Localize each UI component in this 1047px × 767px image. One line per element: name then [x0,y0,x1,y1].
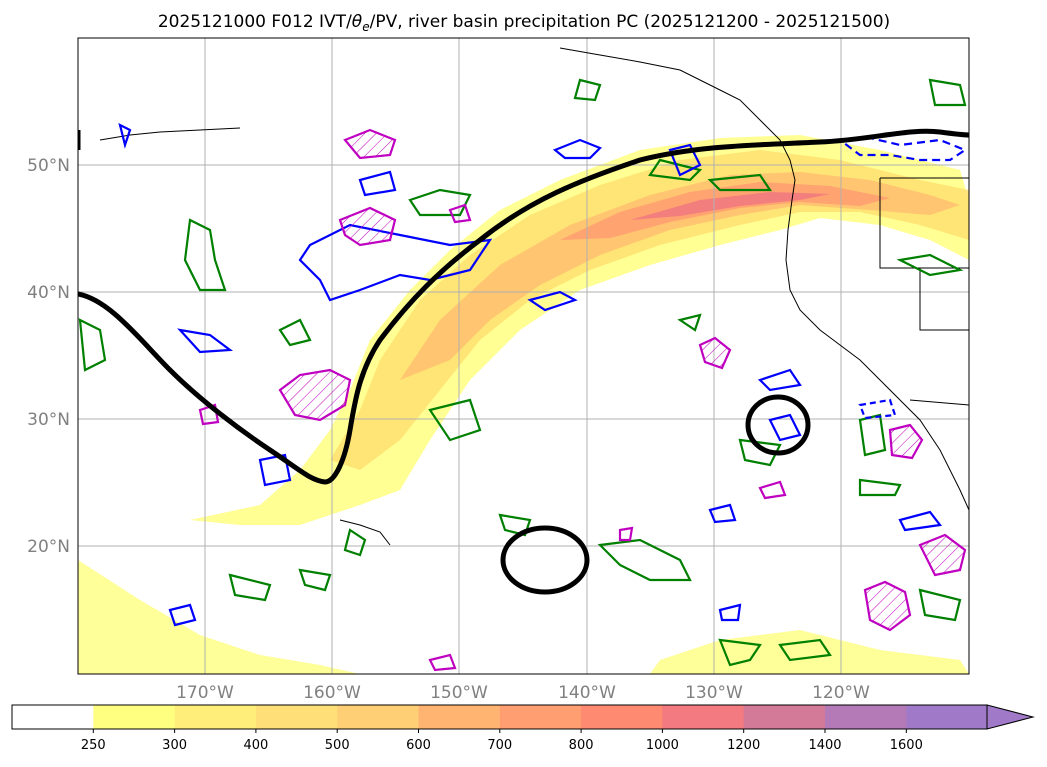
colorbar-tick-label: 1600 [890,738,923,753]
colorbar-tick-label: 700 [487,738,512,753]
colorbar-tick-label: 800 [569,738,594,753]
colorbar-segment [418,705,501,729]
lon-label-170w: 170°W [176,683,234,703]
colorbar-segment [174,705,257,729]
colorbar-extend-arrow [986,704,1035,730]
ivt-closed-contour-1 [500,525,590,595]
lat-label-20: 20°N [27,537,70,557]
colorbar-segments [12,705,989,729]
lat-label-50: 50°N [27,156,70,176]
colorbar-tick-label: 500 [325,738,350,753]
colorbar-segment [93,705,176,729]
ivt-closed-contour-2 [745,394,811,456]
latitude-labels: 20°N 30°N 40°N 50°N [27,156,70,557]
lon-label-150w: 150°W [430,683,488,703]
colorbar-tick-label: 1400 [808,738,841,753]
colorbar-segment [337,705,419,729]
colorbar-tick-label: 600 [406,738,431,753]
lon-label-120w: 120°W [812,683,870,703]
colorbar-segment [255,705,338,729]
map-frame [78,38,969,674]
ivt-main-contour [78,128,969,485]
lat-label-40: 40°N [27,283,70,303]
pv-hatched-regions [198,128,967,672]
colorbar-segment [662,705,745,729]
colorbar-segment [499,705,582,729]
theta-e-contours [78,78,967,667]
colorbar-tick-label: 300 [162,738,187,753]
lat-label-30: 30°N [27,410,70,430]
lon-label-130w: 130°W [685,683,743,703]
lon-label-140w: 140°W [558,683,616,703]
colorbar-segment [743,705,826,729]
coastline [99,47,969,546]
colorbar-segment [906,705,989,729]
colorbar-segment [825,705,907,729]
ivt-south-band [78,560,360,674]
chart-title: 2025121000 F012 IVT/θe/PV, river basin p… [158,12,890,34]
lon-label-160w: 160°W [303,683,361,703]
ivt-contours [78,128,969,595]
map-border [77,37,970,675]
colorbar: 250 300 400 500 600 700 800 1000 1200 1400 1600 [11,704,1035,753]
colorbar-segment [581,705,663,729]
colorbar-tick-label: 400 [243,738,268,753]
longitude-labels: 170°W 160°W 150°W 140°W 130°W 120°W [176,683,870,703]
ivt-1000-core [630,192,830,220]
colorbar-ticks: 250 300 400 500 600 700 800 1000 1200 1400 1600 [81,729,923,753]
colorbar-tick-label: 1000 [646,738,679,753]
colorbar-segment [12,705,94,729]
colorbar-tick-label: 1200 [727,738,760,753]
colorbar-tick-label: 250 [81,738,106,753]
